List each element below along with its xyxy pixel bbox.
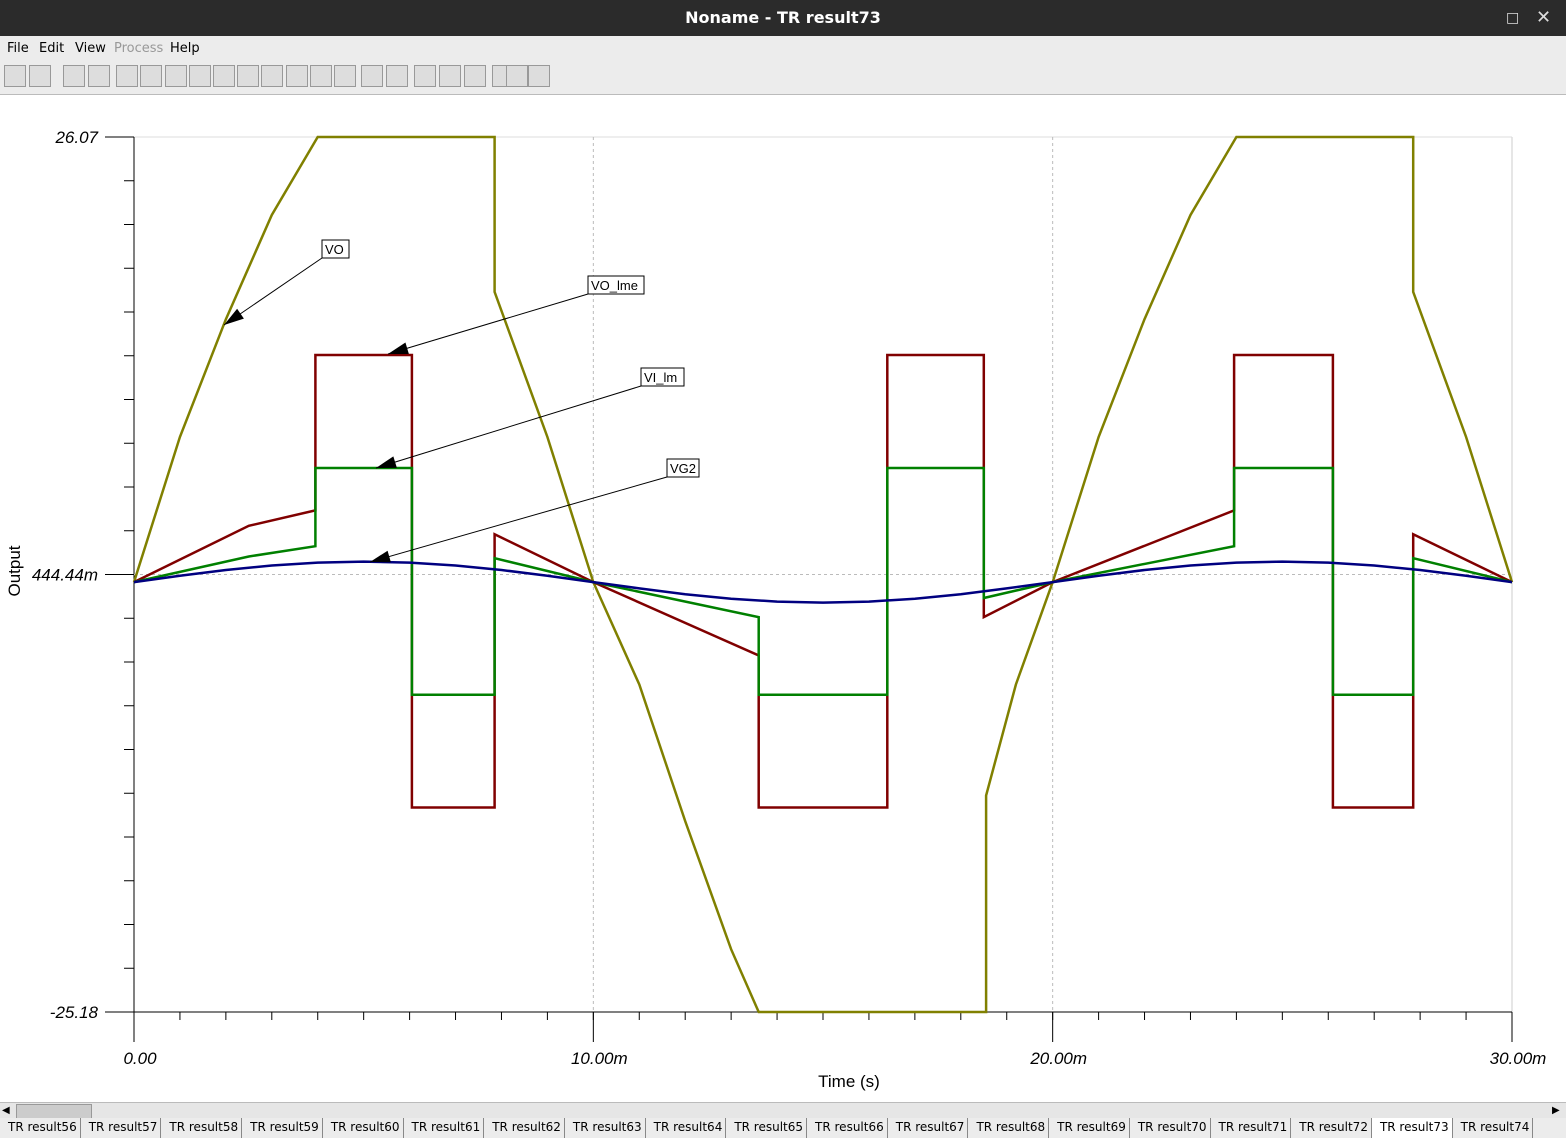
toolbar-button[interactable]	[386, 65, 408, 87]
tab[interactable]: TR result63	[565, 1118, 646, 1138]
tab[interactable]: TR result61	[404, 1118, 485, 1138]
toolbar-button[interactable]	[165, 65, 187, 87]
series-line	[133, 560, 1513, 604]
tab[interactable]: TR result65	[726, 1118, 808, 1138]
window-title: Noname - TR result73	[685, 8, 881, 27]
toolbar-button[interactable]	[189, 65, 211, 87]
legend-label: VO_lme	[591, 278, 638, 293]
callout-line	[369, 476, 668, 563]
toolbar-button[interactable]	[310, 65, 332, 87]
scroll-thumb[interactable]	[16, 1104, 92, 1119]
callout-arrow	[376, 456, 397, 468]
toolbar-button[interactable]	[4, 65, 26, 87]
x-tick-label: 0.00	[123, 1049, 157, 1068]
tab[interactable]: TR result67	[888, 1118, 969, 1138]
toolbar-button[interactable]	[361, 65, 383, 87]
tab[interactable]: TR result64	[646, 1118, 727, 1138]
tab[interactable]: TR result74	[1453, 1118, 1534, 1138]
tab[interactable]: TR result70	[1130, 1118, 1211, 1138]
toolbar-button[interactable]	[237, 65, 259, 87]
toolbar-button[interactable]	[414, 65, 436, 87]
chart: -25.18 444.44m 26.07 0.00 10.00m 20.00m 30.00m…	[5, 128, 1547, 1091]
legend-label: VI_lm	[644, 370, 677, 385]
toolbar-button[interactable]	[261, 65, 283, 87]
toolbar-button[interactable]	[213, 65, 235, 87]
y-tick-label: 26.07	[54, 128, 98, 147]
callout-box	[587, 275, 645, 295]
tab[interactable]: TR result62	[484, 1118, 565, 1138]
tab[interactable]: TR result73	[1371, 1118, 1453, 1138]
tab[interactable]: TR result72	[1291, 1118, 1372, 1138]
callout-line	[375, 385, 642, 469]
legend-label: VG2	[670, 461, 696, 476]
scroll-right[interactable]: ▶	[1552, 1105, 1560, 1116]
y-axis-label: Output	[5, 545, 24, 596]
callout-arrow	[388, 342, 409, 354]
tab[interactable]: TR result69	[1049, 1118, 1130, 1138]
menu-bar: File Edit View Process Help	[0, 36, 1566, 60]
toolbar-button[interactable]	[528, 65, 550, 87]
scroll-left[interactable]: ◀	[2, 1105, 10, 1116]
tab[interactable]: TR result56	[0, 1118, 81, 1138]
menu-item[interactable]: View	[75, 41, 106, 56]
tab[interactable]: TR result59	[242, 1118, 323, 1138]
callout-line	[387, 293, 589, 355]
tab[interactable]: TR result57	[81, 1118, 162, 1138]
x-axis-label: Time (s)	[818, 1072, 880, 1091]
toolbar-button[interactable]	[506, 65, 528, 87]
menu-item[interactable]: Edit	[39, 41, 65, 56]
y-tick-label: 444.44m	[32, 566, 98, 585]
series-line	[133, 466, 1513, 697]
callout-box	[321, 239, 350, 259]
toolbar-button[interactable]	[140, 65, 162, 87]
toolbar-button[interactable]	[116, 65, 138, 87]
menu-item[interactable]: File	[7, 41, 29, 56]
legend-label: VO	[325, 242, 344, 257]
y-tick-label: -25.18	[50, 1003, 99, 1022]
toolbar-button[interactable]	[439, 65, 461, 87]
maximize-button[interactable]: □	[1506, 10, 1520, 26]
x-tick-label: 30.00m	[1490, 1049, 1547, 1068]
toolbar-button[interactable]	[286, 65, 308, 87]
callout-arrow	[224, 308, 244, 325]
tab[interactable]: TR result58	[161, 1118, 243, 1138]
callout-box	[640, 367, 685, 387]
toolbar-button[interactable]	[464, 65, 486, 87]
x-tick-label: 10.00m	[571, 1049, 628, 1068]
menu-item[interactable]: Help	[170, 41, 200, 56]
callout-box	[666, 458, 700, 478]
series-line	[133, 353, 1513, 809]
callout-arrow	[370, 550, 391, 563]
series-line	[132, 135, 1514, 1014]
x-tick-label: 20.00m	[1029, 1049, 1087, 1068]
tab[interactable]: TR result60	[323, 1118, 404, 1138]
toolbar-button[interactable]	[334, 65, 356, 87]
tab[interactable]: TR result68	[968, 1118, 1050, 1138]
menu-item[interactable]: Process	[114, 41, 164, 56]
toolbar-button[interactable]	[63, 65, 85, 87]
scrollbar[interactable]: ◀ ▶	[0, 1102, 1566, 1119]
tab[interactable]: TR result71	[1211, 1118, 1292, 1138]
tab[interactable]: TR result66	[807, 1118, 888, 1138]
close-button[interactable]: ✕	[1536, 7, 1552, 28]
toolbar	[0, 60, 1566, 95]
tab-bar: TR result56 TR result57 TR result58 TR resu…	[0, 1118, 1566, 1138]
toolbar-button[interactable]	[29, 65, 51, 87]
toolbar-button[interactable]	[88, 65, 110, 87]
title-bar: Noname - TR result73 □ ✕	[0, 0, 1566, 36]
